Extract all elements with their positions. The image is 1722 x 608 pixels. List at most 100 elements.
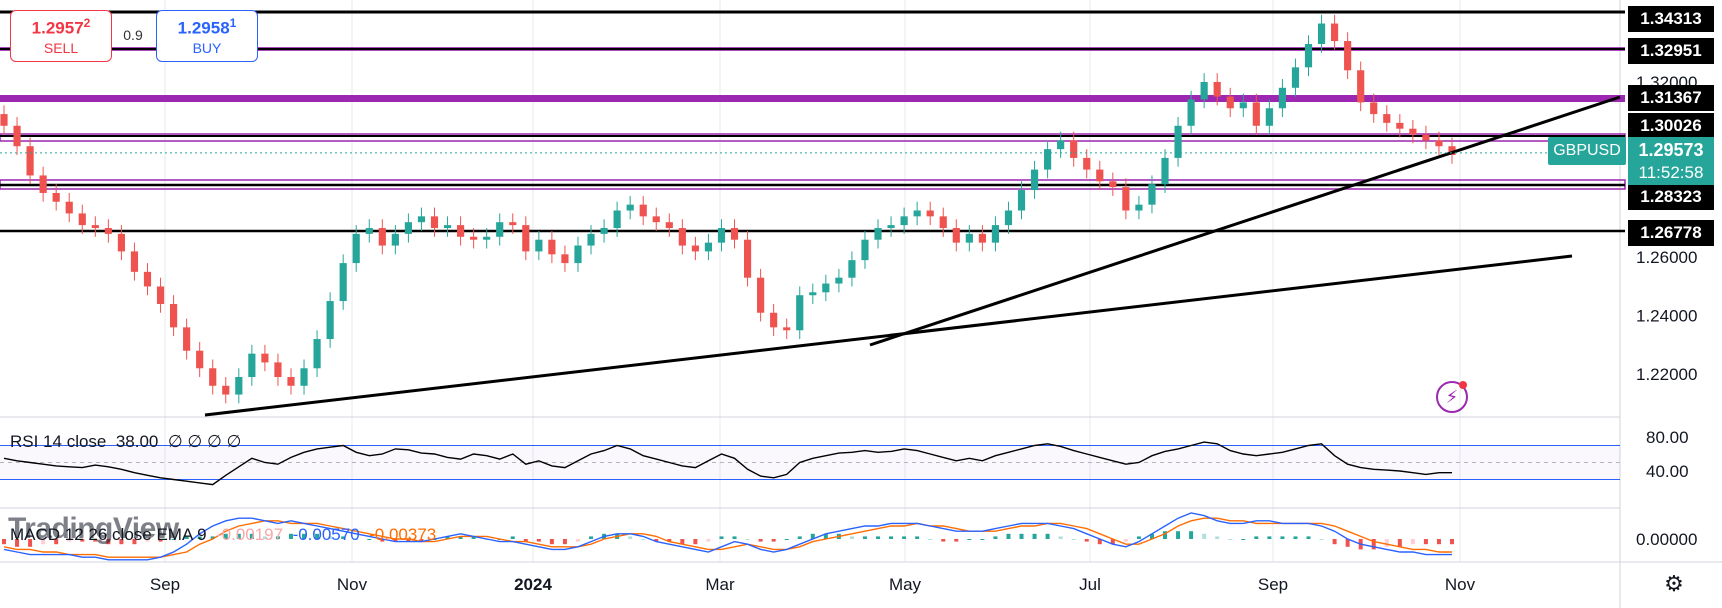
- candle-body-60: [783, 327, 791, 331]
- level-line-3: [0, 95, 1625, 102]
- macd-hist-bar-97: [1267, 536, 1272, 539]
- macd-hist-bar-92: [1202, 533, 1207, 539]
- candle-body-81: [1057, 140, 1065, 150]
- candle-body-78: [1017, 190, 1026, 211]
- macd-hist-bar-86: [1123, 539, 1128, 542]
- macd-hist-bar-102: [1332, 539, 1337, 545]
- candle-body-5: [65, 201, 73, 214]
- macd-hist-bar-18: [236, 533, 241, 539]
- trendline-steep: [869, 95, 1621, 347]
- candle-body-76: [991, 225, 1000, 243]
- candle-body-96: [1252, 102, 1260, 126]
- macd-hist-bar-53: [693, 539, 698, 545]
- macd-legend[interactable]: MACD 12 26 close EMA 9 -0.00197 -0.00570…: [10, 525, 436, 545]
- candle-body-70: [913, 210, 921, 217]
- macd-hist-bar-85: [1110, 539, 1115, 545]
- candle-body-58: [757, 277, 765, 313]
- macd-hist-bar-42: [549, 539, 554, 545]
- candle-body-38: [496, 222, 504, 237]
- candle-body-74: [965, 233, 973, 243]
- candle-body-111: [1448, 146, 1456, 155]
- macd-hist-bar-4: [54, 539, 59, 545]
- time-tick-6: Sep: [1258, 575, 1288, 594]
- macd-hist-bar-27: [354, 539, 359, 540]
- macd-hist-bar-99: [1293, 536, 1298, 539]
- candle-body-94: [1226, 96, 1234, 109]
- candle-body-50: [652, 216, 660, 223]
- candle-body-4: [52, 192, 60, 202]
- candle-body-86: [1122, 187, 1130, 211]
- sell-price-pip: 2: [83, 15, 91, 30]
- macd-hist-bar-57: [745, 539, 750, 540]
- candle-body-62: [809, 292, 817, 296]
- macd-hist-bar-32: [419, 539, 424, 542]
- rsi-legend[interactable]: RSI 14 close 38.00 ∅ ∅ ∅ ∅: [10, 432, 241, 452]
- candle-body-98: [1278, 87, 1287, 109]
- macd-hist-bar-15: [197, 536, 202, 539]
- candle-body-95: [1239, 102, 1247, 109]
- buy-button[interactable]: 1.29581 BUY: [156, 10, 258, 62]
- candle-body-101: [1317, 23, 1326, 44]
- macd-hist-bar-25: [328, 536, 333, 539]
- candle-body-54: [704, 242, 713, 252]
- candle-body-30: [391, 233, 399, 246]
- candle-body-19: [248, 353, 256, 378]
- macd-hist-bar-11: [145, 539, 150, 542]
- macd-hist-bar-29: [380, 539, 385, 542]
- level-tag-6[interactable]: 1.26778: [1628, 220, 1714, 246]
- macd-hist-bar-84: [1097, 539, 1102, 545]
- level-tag-3[interactable]: 1.31367: [1628, 85, 1714, 111]
- macd-hist-bar-3: [41, 539, 46, 545]
- buy-price-pip: 1: [229, 15, 237, 30]
- time-tick-1: Nov: [337, 575, 368, 594]
- level-tag-2[interactable]: 1.32951: [1628, 38, 1714, 64]
- candle-body-103: [1344, 41, 1352, 71]
- macd-hist-value: -0.00197: [215, 525, 284, 544]
- macd-hist-bar-93: [1215, 536, 1220, 539]
- price-tick-1: 1.24000: [1636, 307, 1697, 326]
- level-tag-5[interactable]: 1.28323: [1628, 184, 1714, 210]
- macd-hist-bar-19: [249, 533, 254, 539]
- macd-hist-bar-0: [2, 539, 6, 545]
- candle-body-23: [300, 368, 308, 386]
- candle-body-92: [1200, 81, 1208, 100]
- candle-body-85: [1109, 181, 1117, 188]
- candle-body-59: [770, 312, 778, 328]
- candle-body-51: [665, 222, 673, 229]
- level-tag-4[interactable]: 1.30026: [1628, 113, 1714, 139]
- macd-hist-bar-62: [810, 533, 815, 539]
- current-price-tag: 1.29573 11:52:58: [1628, 137, 1714, 185]
- candle-body-83: [1083, 157, 1091, 170]
- candle-body-25: [326, 301, 334, 340]
- candle-body-72: [939, 216, 947, 229]
- macd-hist-bar-58: [758, 539, 763, 542]
- symbol-tag: GBPUSD: [1548, 137, 1626, 165]
- time-tick-4: May: [889, 575, 922, 594]
- current-price: 1.29573: [1638, 140, 1704, 160]
- candle-body-105: [1370, 102, 1378, 115]
- candle-body-13: [169, 303, 178, 328]
- macd-hist-bar-45: [589, 536, 594, 539]
- lightning-bolt-icon[interactable]: ⚡: [1436, 381, 1468, 413]
- candle-body-32: [417, 216, 426, 223]
- macd-hist-bar-100: [1306, 536, 1311, 539]
- macd-hist-bar-2: [28, 539, 33, 547]
- macd-hist-bar-44: [575, 539, 580, 542]
- candle-body-53: [691, 245, 699, 252]
- macd-hist-bar-81: [1058, 536, 1063, 539]
- candle-body-52: [678, 228, 686, 246]
- candle-body-28: [365, 228, 373, 234]
- macd-hist-bar-21: [275, 536, 280, 539]
- candle-body-69: [900, 216, 908, 226]
- sell-button[interactable]: 1.29572 SELL: [10, 10, 112, 62]
- candle-body-9: [117, 233, 125, 252]
- candle-body-66: [861, 239, 869, 261]
- level-tag-1[interactable]: 1.34313: [1628, 6, 1714, 32]
- bar-countdown: 11:52:58: [1638, 163, 1704, 182]
- gear-icon[interactable]: ⚙: [1664, 571, 1684, 596]
- candle-body-42: [548, 239, 556, 255]
- macd-hist-bar-74: [967, 539, 972, 540]
- candle-body-12: [156, 286, 165, 304]
- macd-label: MACD 12 26 close EMA 9: [10, 525, 207, 544]
